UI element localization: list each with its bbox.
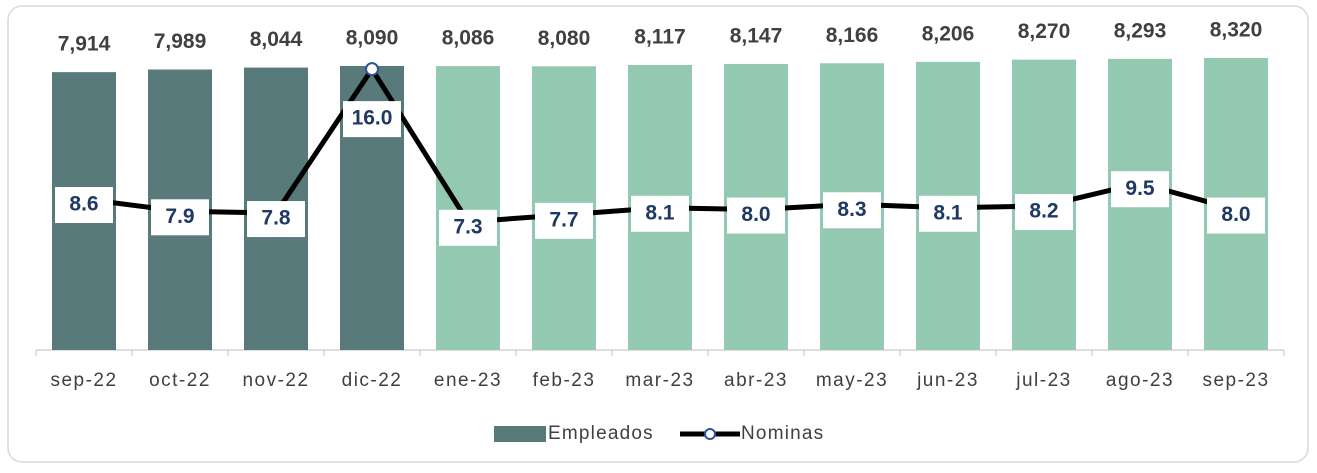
bar-value-label: 8,117 bbox=[634, 26, 685, 49]
line-label-box bbox=[1111, 171, 1169, 208]
legend-swatch bbox=[494, 426, 546, 442]
bar-value-label: 8,044 bbox=[250, 28, 303, 51]
x-tick-label: mar-23 bbox=[625, 370, 694, 391]
bar-value-label: 7,989 bbox=[154, 30, 207, 53]
line-label-box bbox=[535, 202, 593, 239]
line-value-label: 9.5 bbox=[1125, 177, 1155, 200]
line-value-label: 8.0 bbox=[741, 203, 770, 226]
x-tick-label: ago-23 bbox=[1106, 370, 1174, 391]
line-label-box bbox=[343, 101, 401, 138]
x-tick-label: ene-23 bbox=[434, 370, 502, 391]
bar bbox=[436, 66, 500, 350]
bar-value-label: 8,293 bbox=[1114, 19, 1167, 42]
line-value-label: 8.6 bbox=[69, 193, 98, 216]
bar-value-label: 8,080 bbox=[538, 27, 591, 50]
line-label-box bbox=[823, 192, 881, 229]
line-value-label: 8.1 bbox=[645, 201, 675, 224]
line-label-box bbox=[247, 201, 305, 238]
line-value-label: 8.1 bbox=[933, 201, 963, 224]
bar-value-label: 7,914 bbox=[58, 33, 111, 56]
x-tick-label: sep-22 bbox=[50, 370, 117, 391]
x-tick-label: oct-22 bbox=[149, 370, 211, 391]
bar-value-label: 8,270 bbox=[1018, 20, 1071, 43]
legend-marker bbox=[704, 428, 716, 440]
legend-label: Empleados bbox=[548, 423, 654, 444]
line-value-label: 7.7 bbox=[549, 208, 578, 231]
bar-value-label: 8,206 bbox=[922, 22, 975, 45]
line-label-box bbox=[727, 197, 785, 234]
line-value-label: 7.9 bbox=[165, 205, 194, 228]
line-value-label: 7.8 bbox=[261, 207, 291, 230]
bar-value-label: 8,090 bbox=[346, 26, 399, 49]
legend-label: Nominas bbox=[741, 423, 824, 444]
x-tick-label: jul-23 bbox=[1015, 370, 1071, 391]
line-value-label: 7.3 bbox=[453, 215, 482, 238]
x-tick-label: sep-23 bbox=[1202, 370, 1269, 391]
line-label-box bbox=[55, 187, 113, 224]
x-tick-label: nov-22 bbox=[242, 370, 309, 391]
bar-value-label: 8,147 bbox=[730, 24, 783, 47]
line-label-box bbox=[151, 199, 209, 236]
line-label-box bbox=[919, 195, 977, 232]
line-value-label: 8.3 bbox=[837, 198, 866, 221]
line-label-box bbox=[631, 195, 689, 232]
line-label-box bbox=[1207, 197, 1265, 234]
x-tick-label: jun-23 bbox=[916, 370, 979, 391]
x-tick-label: dic-22 bbox=[342, 370, 403, 391]
line-value-label: 8.2 bbox=[1029, 200, 1058, 223]
line-value-label: 8.0 bbox=[1221, 203, 1250, 226]
line-marker bbox=[365, 62, 379, 77]
line-label-box bbox=[1015, 194, 1073, 231]
x-tick-label: may-23 bbox=[816, 370, 888, 391]
bar-value-label: 8,320 bbox=[1210, 18, 1263, 41]
line-label-box bbox=[439, 209, 497, 246]
x-tick-label: feb-23 bbox=[533, 370, 596, 391]
line-value-label: 16.0 bbox=[352, 107, 393, 130]
bar-value-label: 8,166 bbox=[826, 24, 879, 47]
x-tick-label: abr-23 bbox=[724, 370, 788, 391]
bar-value-label: 8,086 bbox=[442, 27, 495, 50]
